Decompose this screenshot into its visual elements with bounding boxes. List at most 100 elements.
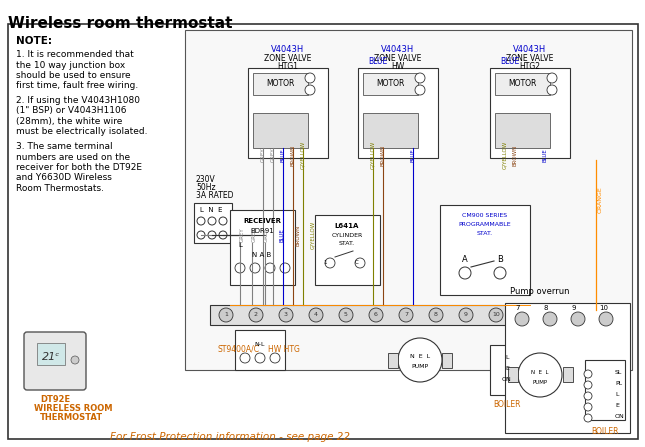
Text: E: E bbox=[615, 403, 619, 408]
Text: NOTE:: NOTE: bbox=[16, 36, 52, 46]
FancyBboxPatch shape bbox=[24, 332, 86, 390]
Text: 7: 7 bbox=[515, 305, 519, 311]
Circle shape bbox=[514, 354, 522, 362]
Circle shape bbox=[71, 356, 79, 364]
Text: N  E  L: N E L bbox=[410, 354, 430, 359]
Circle shape bbox=[459, 267, 471, 279]
Circle shape bbox=[305, 85, 315, 95]
Text: GREY: GREY bbox=[264, 228, 269, 242]
Bar bbox=[505, 303, 630, 433]
Text: PUMP: PUMP bbox=[532, 380, 548, 384]
Circle shape bbox=[339, 308, 353, 322]
Text: V4043H: V4043H bbox=[272, 45, 304, 54]
Text: CM900 SERIES: CM900 SERIES bbox=[462, 213, 508, 218]
Text: N A B: N A B bbox=[252, 252, 272, 258]
Text: V4043H: V4043H bbox=[381, 45, 415, 54]
Text: ON: ON bbox=[615, 414, 625, 419]
Text: 5: 5 bbox=[344, 312, 348, 317]
Bar bbox=[363, 113, 418, 148]
Circle shape bbox=[197, 217, 205, 225]
Circle shape bbox=[514, 365, 522, 373]
Text: 7: 7 bbox=[404, 312, 408, 317]
Text: 3A RATED: 3A RATED bbox=[196, 191, 233, 200]
Bar bbox=[315, 215, 380, 285]
Circle shape bbox=[265, 263, 275, 273]
Circle shape bbox=[399, 308, 413, 322]
Text: 8: 8 bbox=[434, 312, 438, 317]
Text: PUMP: PUMP bbox=[412, 364, 428, 370]
Circle shape bbox=[543, 312, 557, 326]
Text: PL: PL bbox=[615, 381, 622, 386]
Circle shape bbox=[429, 308, 443, 322]
Circle shape bbox=[584, 381, 592, 389]
Text: 21ᶜ: 21ᶜ bbox=[42, 352, 60, 362]
Text: BLUE: BLUE bbox=[281, 148, 286, 162]
Bar bbox=[37, 343, 65, 365]
Circle shape bbox=[584, 403, 592, 411]
Text: HW: HW bbox=[392, 62, 404, 71]
Bar bbox=[442, 353, 452, 368]
Circle shape bbox=[219, 217, 227, 225]
Text: ST9400A/C: ST9400A/C bbox=[218, 345, 260, 354]
Circle shape bbox=[489, 308, 503, 322]
Circle shape bbox=[197, 231, 205, 239]
Text: 3: 3 bbox=[284, 312, 288, 317]
Bar bbox=[185, 30, 632, 370]
Text: V4043H: V4043H bbox=[513, 45, 546, 54]
Text: ZONE VALVE: ZONE VALVE bbox=[374, 54, 422, 63]
Text: GREY: GREY bbox=[270, 148, 275, 162]
Text: BLUE: BLUE bbox=[500, 57, 519, 66]
Bar bbox=[210, 305, 530, 325]
Bar bbox=[358, 68, 438, 158]
Circle shape bbox=[208, 217, 216, 225]
Text: 4: 4 bbox=[314, 312, 318, 317]
Text: BLUE: BLUE bbox=[410, 148, 415, 162]
Bar bbox=[363, 73, 418, 95]
Circle shape bbox=[219, 308, 233, 322]
Text: ZONE VALVE: ZONE VALVE bbox=[506, 54, 553, 63]
Circle shape bbox=[369, 308, 383, 322]
Bar bbox=[253, 113, 308, 148]
Text: N  E  L: N E L bbox=[531, 370, 549, 375]
Circle shape bbox=[584, 370, 592, 378]
Text: 6: 6 bbox=[374, 312, 378, 317]
Text: C: C bbox=[355, 261, 359, 266]
Text: Pump overrun: Pump overrun bbox=[510, 287, 570, 296]
Circle shape bbox=[494, 267, 506, 279]
Text: G/YELLOW: G/YELLOW bbox=[301, 141, 306, 169]
Text: 10: 10 bbox=[492, 312, 500, 317]
Text: STAT.: STAT. bbox=[477, 231, 493, 236]
Circle shape bbox=[305, 73, 315, 83]
Circle shape bbox=[279, 308, 293, 322]
Circle shape bbox=[355, 258, 365, 268]
Text: L: L bbox=[615, 392, 619, 397]
Text: 230V: 230V bbox=[196, 175, 215, 184]
Text: GREY: GREY bbox=[261, 148, 266, 162]
Text: 9: 9 bbox=[464, 312, 468, 317]
Text: N-L: N-L bbox=[255, 342, 265, 347]
Text: 3. The same terminal: 3. The same terminal bbox=[16, 142, 113, 151]
Text: 1: 1 bbox=[224, 312, 228, 317]
Circle shape bbox=[415, 85, 425, 95]
Text: G/YELLOW: G/YELLOW bbox=[502, 141, 508, 169]
Text: BOILER: BOILER bbox=[591, 427, 619, 436]
Circle shape bbox=[584, 392, 592, 400]
Text: G/YELLOW: G/YELLOW bbox=[310, 221, 315, 249]
Circle shape bbox=[547, 85, 557, 95]
Text: HTG1: HTG1 bbox=[277, 62, 299, 71]
Circle shape bbox=[571, 312, 585, 326]
Circle shape bbox=[270, 353, 280, 363]
Text: A: A bbox=[462, 255, 468, 264]
Text: G/YELLOW: G/YELLOW bbox=[370, 141, 375, 169]
Text: numbers are used on the: numbers are used on the bbox=[16, 152, 130, 161]
Circle shape bbox=[514, 378, 522, 386]
Text: WIRELESS ROOM: WIRELESS ROOM bbox=[34, 404, 112, 413]
Text: BLUE: BLUE bbox=[280, 228, 285, 242]
Circle shape bbox=[599, 312, 613, 326]
Text: STAT.: STAT. bbox=[339, 241, 355, 246]
Text: L  N  E: L N E bbox=[200, 207, 223, 213]
Text: BROWN: BROWN bbox=[290, 144, 295, 166]
Text: should be used to ensure: should be used to ensure bbox=[16, 71, 131, 80]
Text: MOTOR: MOTOR bbox=[508, 80, 536, 89]
Text: For Frost Protection information - see page 22: For Frost Protection information - see p… bbox=[110, 432, 350, 442]
